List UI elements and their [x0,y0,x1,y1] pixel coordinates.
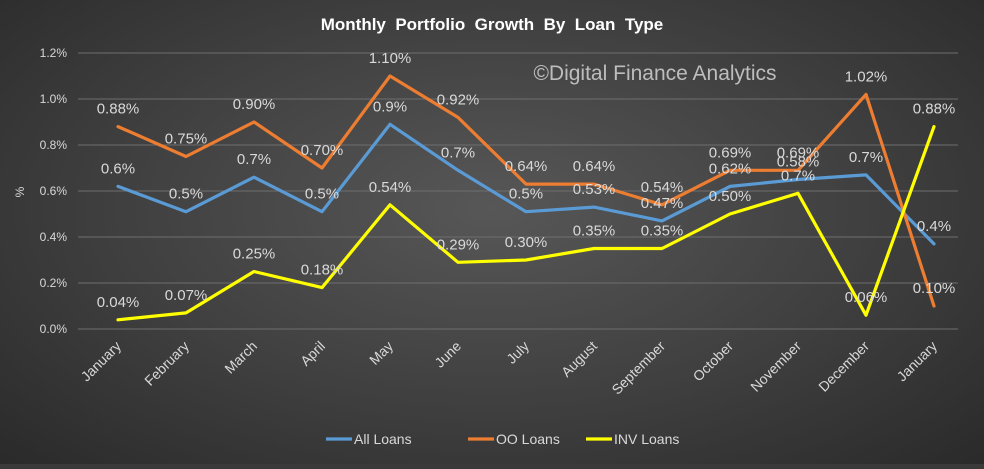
data-label: 0.35% [641,223,684,240]
legend-item: All Loans [354,431,412,447]
y-axis-ticks: 0.0% 0.2% 0.4% 0.6% 0.8% 1.0% 1.2% [40,46,68,336]
data-label: 0.88% [97,101,140,118]
data-label: 1.10% [369,50,412,67]
legend: All Loans OO Loans INV Loans [326,431,679,447]
data-label: 0.7% [849,149,883,166]
data-label: 0.4% [917,218,951,235]
data-label: 0.5% [169,186,203,203]
y-tick-label: 0.4% [40,230,68,244]
data-label: 1.02% [845,68,888,85]
y-tick-label: 1.0% [40,92,68,106]
data-label: 0.64% [573,158,616,175]
data-label: 0.35% [573,223,616,240]
data-label: 0.50% [709,188,752,205]
data-label: 0.25% [233,246,276,263]
x-tick-label: June [431,338,464,371]
data-label: 0.54% [641,179,684,196]
data-label: 0.64% [505,158,548,175]
x-tick-label: May [366,338,396,368]
data-label: 0.69% [777,144,820,161]
data-label: 0.7% [441,144,475,161]
data-label: 0.54% [369,179,412,196]
data-label: 0.30% [505,234,548,251]
x-tick-label: July [503,338,532,367]
data-label: 0.7% [237,151,271,168]
data-label: 0.06% [845,289,888,306]
x-tick-label: October [690,338,737,385]
data-label: 0.75% [165,131,208,148]
y-tick-label: 0.0% [40,322,68,336]
x-tick-label: February [141,338,192,389]
data-label: 0.69% [709,144,752,161]
data-label: 0.9% [373,98,407,115]
y-axis-label: % [13,186,27,197]
x-tick-label: March [221,338,260,377]
data-label: 0.29% [437,236,480,253]
x-tick-label: December [815,338,872,395]
data-label: 0.70% [301,142,344,159]
data-label: 0.10% [913,280,956,297]
data-label: 0.04% [97,294,140,311]
legend-item: INV Loans [614,431,679,447]
data-label: 0.5% [509,186,543,203]
data-labels: 0.6%0.5%0.7%0.5%0.9%0.7%0.5%0.53%0.47%0.… [97,50,956,311]
y-tick-label: 0.2% [40,276,68,290]
chart-title: Monthly Portfolio Growth By Loan Type [321,15,664,34]
x-tick-label: September [608,338,668,398]
data-label: 0.6% [101,160,135,177]
data-label: 0.18% [301,262,344,279]
x-tick-label: August [558,338,600,380]
x-tick-label: January [78,338,125,385]
data-label: 0.07% [165,287,208,304]
data-label: 0.47% [641,195,684,212]
data-label: 0.88% [913,101,956,118]
y-tick-label: 1.2% [40,46,68,60]
legend-item: OO Loans [496,431,560,447]
x-tick-label: November [747,338,804,395]
data-label: 0.5% [305,186,339,203]
x-tick-label: January [894,338,941,385]
x-axis-ticks: January February March April May June July Augu… [78,338,941,398]
x-tick-label: April [297,338,328,369]
data-label: 0.62% [709,160,752,177]
y-tick-label: 0.6% [40,184,68,198]
data-label: 0.53% [573,181,616,198]
data-label: 0.7% [781,167,815,184]
watermark: ©Digital Finance Analytics [533,62,776,85]
data-label: 0.92% [437,91,480,108]
data-label: 0.90% [233,96,276,113]
y-tick-label: 0.8% [40,138,68,152]
